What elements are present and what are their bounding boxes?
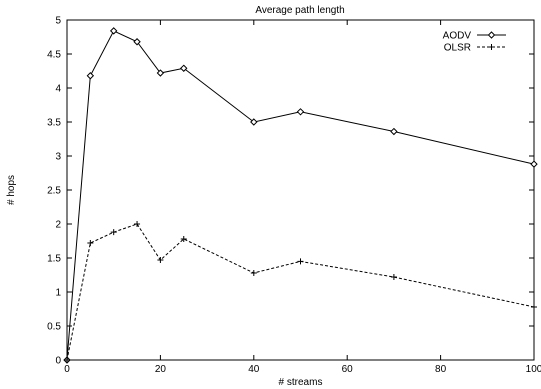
data-point-aodv [86,72,95,80]
x-tick-label: 80 [435,364,447,375]
data-point-olsr [297,258,304,265]
data-point-olsr [64,357,70,363]
legend-label-olsr: OLSR [444,43,471,54]
data-point-olsr [390,274,397,281]
y-tick-label: 4 [55,84,61,95]
data-point-aodv [250,118,258,126]
y-axis-title: # hops [6,175,17,205]
y-tick-label: 2.5 [47,186,61,197]
series-layer [63,27,538,364]
y-tick-label: 3.5 [47,118,61,129]
y-tick-label: 0.5 [47,322,61,333]
y-tick-label: 3 [55,152,61,163]
y-tick-label: 0 [55,356,61,367]
data-point-aodv [133,38,141,46]
y-tick-label: 1.5 [47,254,61,265]
series-line-olsr [66,223,535,361]
x-tick-label: 60 [342,364,354,375]
y-tick-label: 1 [55,288,61,299]
data-point-aodv [156,69,165,77]
data-point-olsr [134,221,141,227]
x-tick-label: 20 [155,364,167,375]
series-aodv [63,27,538,364]
data-point-olsr [531,303,537,310]
data-point-olsr [250,269,257,276]
y-tick-label: 4.5 [47,50,61,61]
chart-title: Average path length [255,5,344,16]
x-tick-label: 0 [64,364,70,375]
axis-ticks: 0 20 40 60 80 100 0 0.5 1 1.5 2 2.5 3 3.5 4 4.5 5 [47,16,541,376]
legend-marker-aodv [487,31,496,39]
x-tick-label: 40 [248,364,260,375]
data-point-aodv [390,127,398,136]
data-point-olsr [180,235,187,242]
y-tick-label: 5 [55,16,61,27]
data-point-aodv [296,108,305,116]
data-point-olsr [110,229,117,236]
series-olsr [64,221,537,363]
legend-label-aodv: AODV [443,31,472,42]
x-tick-label: 100 [526,364,541,375]
series-line-aodv [66,30,535,361]
data-point-olsr [157,257,164,264]
x-axis-title: # streams [279,377,323,388]
data-point-aodv [109,27,118,35]
plot-area-frame [66,19,535,361]
data-point-aodv [180,64,188,72]
data-point-olsr [87,240,94,247]
legend-marker-olsr [488,44,495,50]
y-tick-label: 2 [55,220,61,231]
data-point-aodv [530,160,538,168]
